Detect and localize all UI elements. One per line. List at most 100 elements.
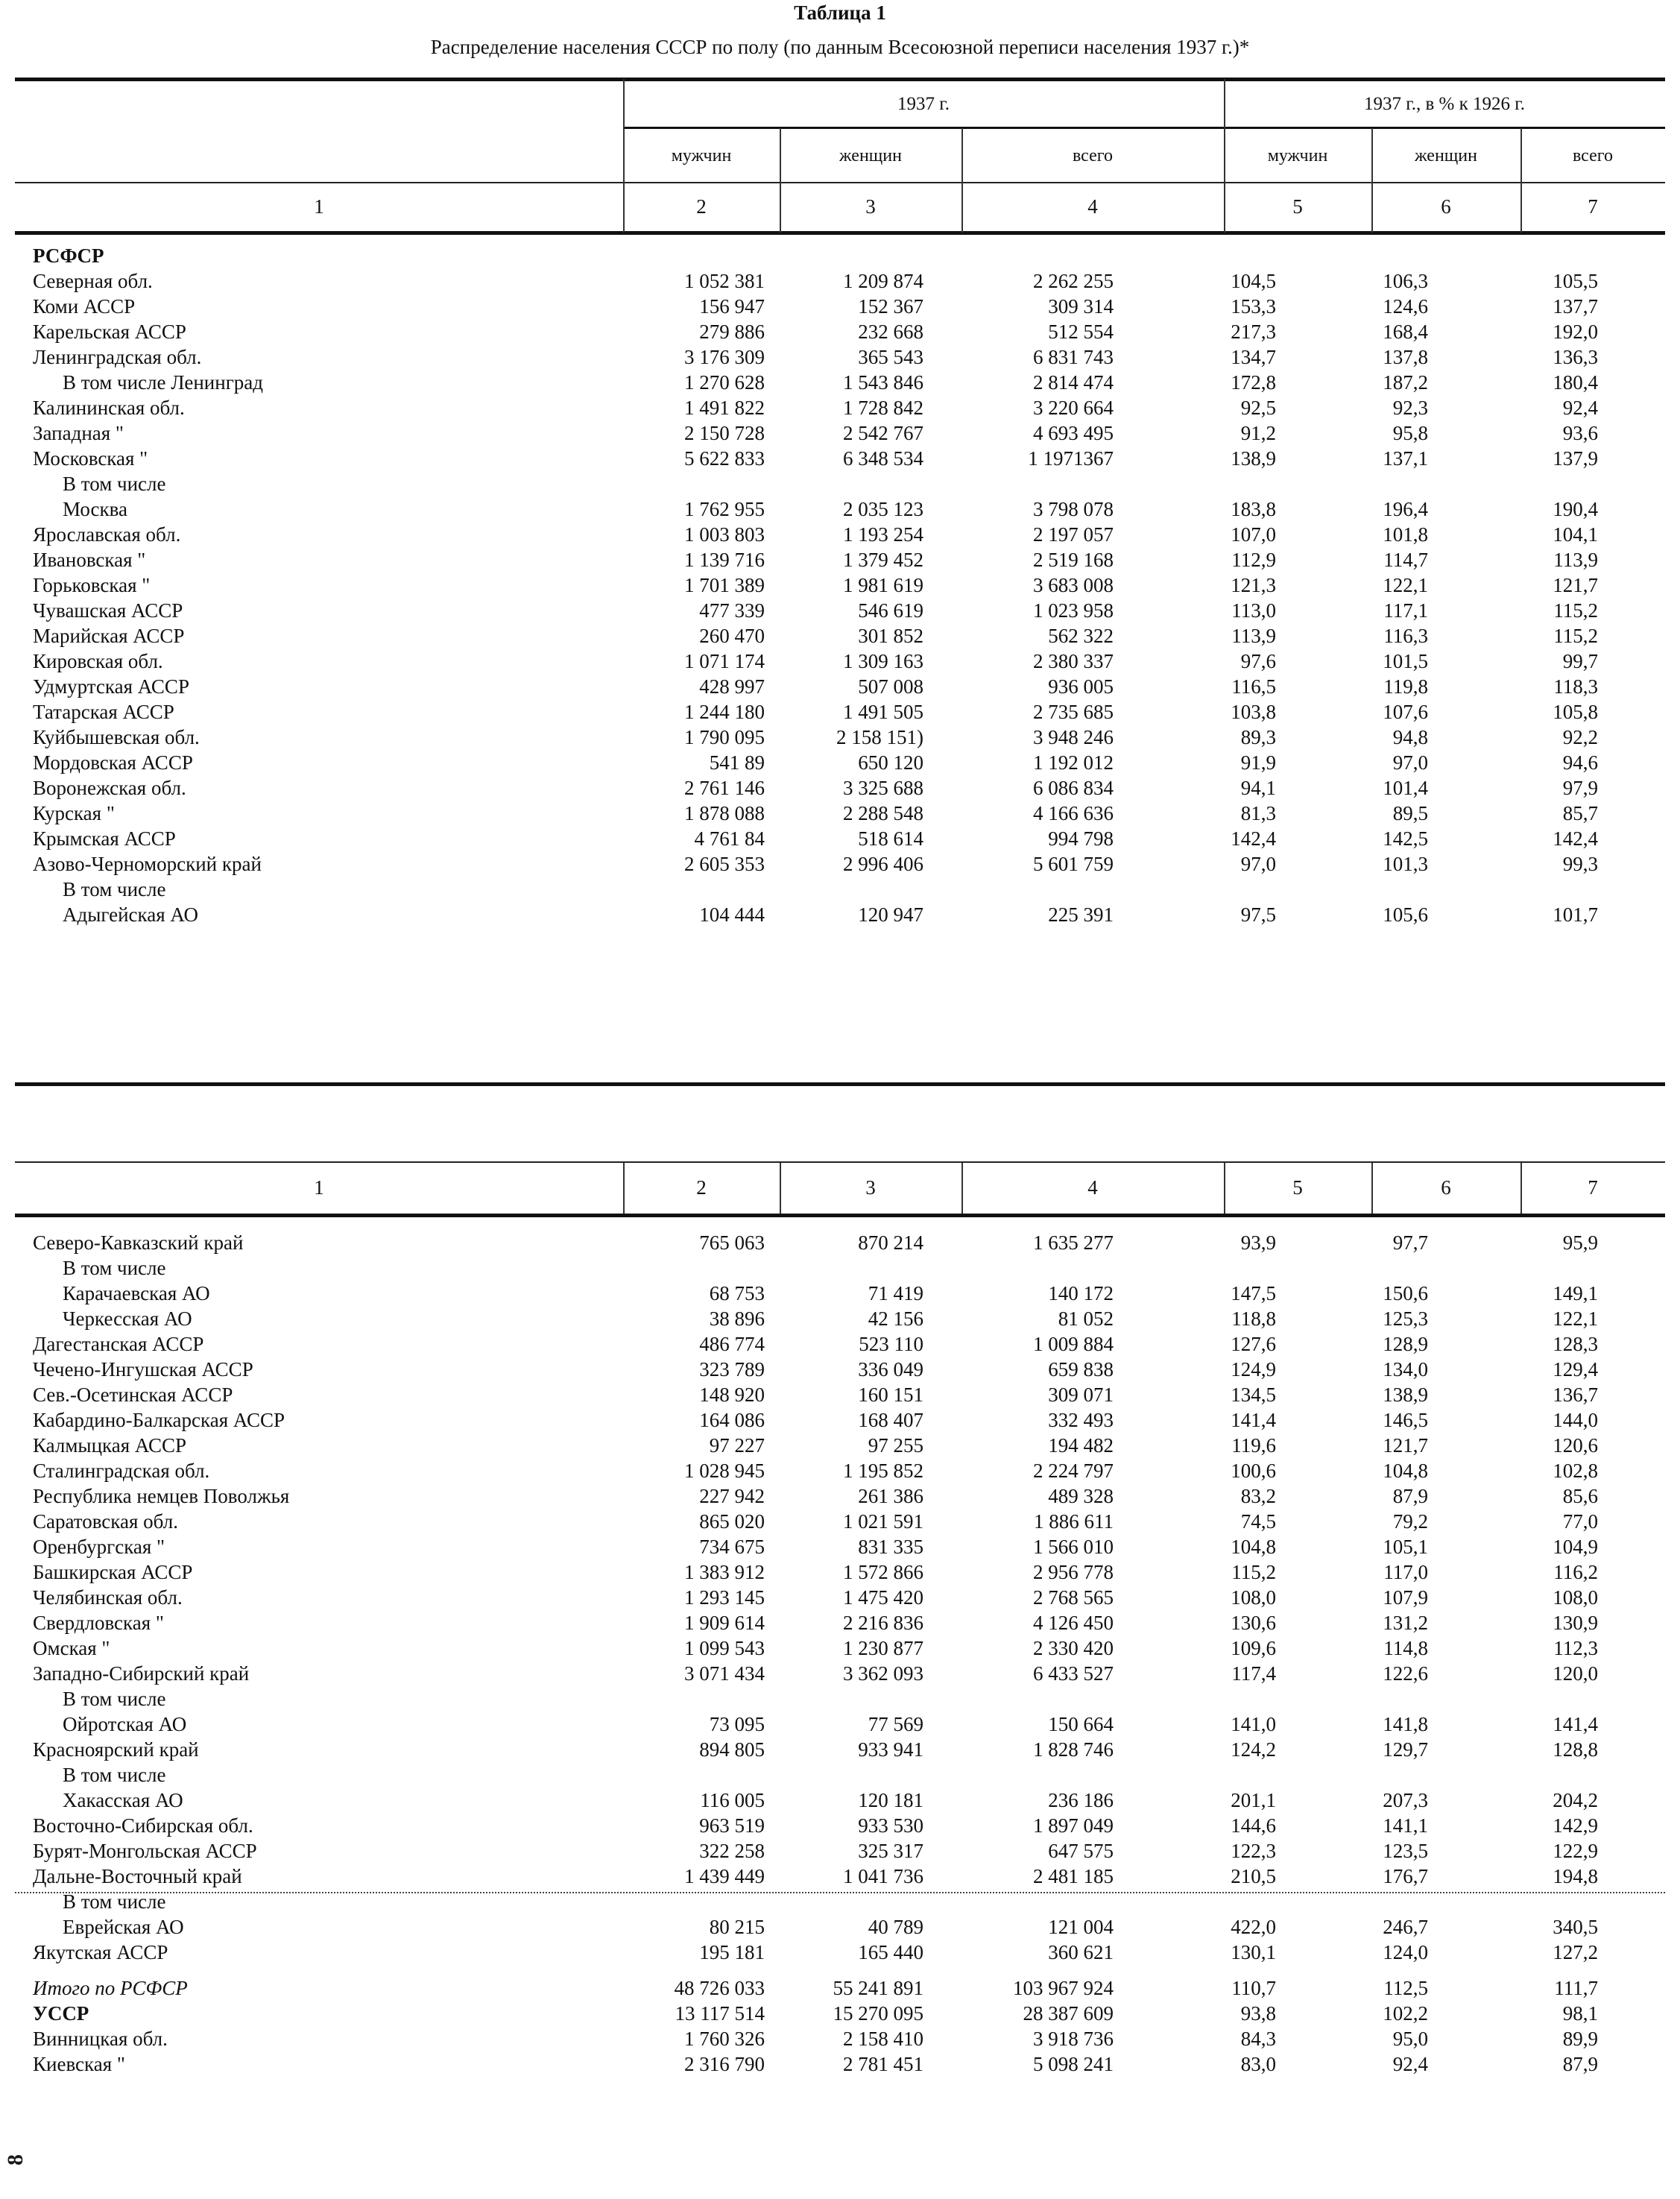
table1-colnum-1: 1 [314,195,324,218]
row-value-col3: 1 981 619 [843,574,923,596]
row-value-col5: 119,6 [1231,1434,1276,1457]
table-row: УССР 13 117 514 15 270 095 28 387 609 93,8 10… [0,2002,1680,2028]
row-value-col5: 110,7 [1231,1977,1276,1999]
row-value-col4: 489 328 [1048,1485,1114,1507]
row-value-col4: 236 186 [1048,1789,1114,1811]
row-label: Сев.-Осетинская АССР [33,1384,233,1406]
row-value-col6: 196,4 [1383,498,1428,520]
table-row: Северо-Кавказский край 765 063 870 214 1 63… [0,1231,1680,1257]
row-value-col5: 93,9 [1240,1231,1276,1254]
row-value-col7: 112,3 [1553,1637,1598,1659]
row-value-col6: 123,5 [1383,1840,1428,1862]
row-value-col3: 120 181 [858,1789,923,1811]
row-value-col3: 1 491 505 [843,701,923,723]
row-label: Еврейская АО [63,1916,184,1938]
row-value-col2: 227 942 [699,1485,765,1507]
row-value-col4: 81 052 [1058,1307,1114,1330]
table-row: Саратовская обл. 865 020 1 021 591 1 886 61… [0,1510,1680,1536]
row-value-col4: 194 482 [1048,1434,1114,1457]
row-value-col2: 322 258 [699,1840,765,1862]
row-value-col4: 2 380 337 [1033,650,1114,672]
row-value-col6: 128,9 [1383,1333,1428,1355]
row-value-col4: 150 664 [1048,1713,1114,1735]
row-value-col5: 422,0 [1231,1916,1276,1938]
row-value-col6: 117,0 [1383,1561,1428,1583]
table-row: Дагестанская АССР 486 774 523 110 1 009 884… [0,1333,1680,1358]
row-label: Винницкая обл. [33,2028,168,2050]
row-value-col7: 180,4 [1553,371,1598,394]
row-label: Омская " [33,1637,110,1659]
row-value-col5: 201,1 [1231,1789,1276,1811]
row-value-col2: 13 117 514 [675,2002,765,2025]
row-value-col7: 77,0 [1562,1510,1598,1533]
row-label: Красноярский край [33,1738,199,1761]
row-value-col4: 3 948 246 [1033,726,1114,748]
row-value-col3: 933 530 [858,1814,923,1837]
table2-colnum-4: 4 [1087,1176,1098,1199]
row-label: Крымская АССР [33,827,176,850]
table1-vrule-4 [1224,79,1225,233]
row-value-col5: 217,3 [1231,321,1276,343]
table2-colnum-6: 6 [1441,1176,1451,1199]
row-value-col4: 1 192 012 [1033,751,1114,774]
table2-colnum-7: 7 [1588,1176,1598,1199]
table1-colnum-3: 3 [865,195,876,218]
row-value-col2: 1 270 628 [684,371,765,394]
row-value-col7: 127,2 [1553,1941,1598,1963]
row-value-col4: 6 433 527 [1033,1662,1114,1685]
row-value-col3: 2 542 767 [843,422,923,444]
row-label: Оренбургская " [33,1536,165,1558]
row-value-col6: 92,3 [1392,397,1428,419]
table1-colnum-6: 6 [1441,195,1451,218]
table-row: В том числе [0,473,1680,498]
row-value-col5: 113,9 [1231,625,1276,647]
row-label: Саратовская обл. [33,1510,178,1533]
row-value-col6: 131,2 [1383,1612,1428,1634]
row-value-col6: 141,8 [1383,1713,1428,1735]
row-value-col5: 108,0 [1231,1586,1276,1609]
table-row: Сев.-Осетинская АССР 148 920 160 151 309 07… [0,1384,1680,1409]
table-row: В том числе Ленинград 1 270 628 1 543 846 2… [0,371,1680,397]
row-value-col4: 4 126 450 [1033,1612,1114,1634]
row-value-col5: 113,0 [1231,599,1276,622]
row-value-col4: 225 391 [1048,903,1114,926]
row-value-col7: 97,9 [1562,777,1598,799]
row-value-col7: 120,0 [1553,1662,1598,1685]
row-value-col2: 1 028 945 [684,1460,765,1482]
row-value-col7: 149,1 [1553,1282,1598,1304]
row-value-col3: 1 728 842 [843,397,923,419]
row-value-col2: 1 701 389 [684,574,765,596]
table1-header-rule [15,182,1665,183]
row-value-col7: 118,3 [1553,675,1598,698]
table-row: В том числе [0,878,1680,903]
table2-vrule-6 [1520,1163,1522,1214]
row-value-col2: 2 605 353 [684,853,765,875]
row-value-col3: 1 021 591 [843,1510,923,1533]
row-label: Сталинградская обл. [33,1460,210,1482]
row-value-col5: 107,0 [1231,523,1276,546]
row-label: В том числе [63,1764,166,1786]
row-value-col3: 2 035 123 [843,498,923,520]
table-row: Черкесская АО 38 896 42 156 81 052 118,8 125,… [0,1307,1680,1333]
table-row: Марийская АССР 260 470 301 852 562 322 113,9… [0,625,1680,650]
row-value-col7: 99,3 [1562,853,1598,875]
table1-top-rule [15,78,1665,81]
row-value-col5: 117,4 [1231,1662,1276,1685]
row-value-col3: 3 325 688 [843,777,923,799]
table-row: Азово-Черноморский край 2 605 353 2 996 40… [0,853,1680,878]
row-value-col4: 3 683 008 [1033,574,1114,596]
row-value-col2: 1 760 326 [684,2028,765,2050]
row-value-col6: 79,2 [1392,1510,1428,1533]
row-value-col3: 831 335 [858,1536,923,1558]
table2-vrule-2 [780,1163,781,1214]
row-value-col2: 477 339 [699,599,765,622]
row-value-col3: 301 852 [858,625,923,647]
table-row: Курская " 1 878 088 2 288 548 4 166 636 81,3… [0,802,1680,827]
row-value-col2: 104 444 [699,903,765,926]
row-value-col4: 659 838 [1048,1358,1114,1381]
table-row: Сталинградская обл. 1 028 945 1 195 852 2 2… [0,1460,1680,1485]
row-label: Калининская обл. [33,397,185,419]
row-value-col7: 120,6 [1553,1434,1598,1457]
row-value-col7: 94,6 [1562,751,1598,774]
row-value-col3: 1 543 846 [843,371,923,394]
